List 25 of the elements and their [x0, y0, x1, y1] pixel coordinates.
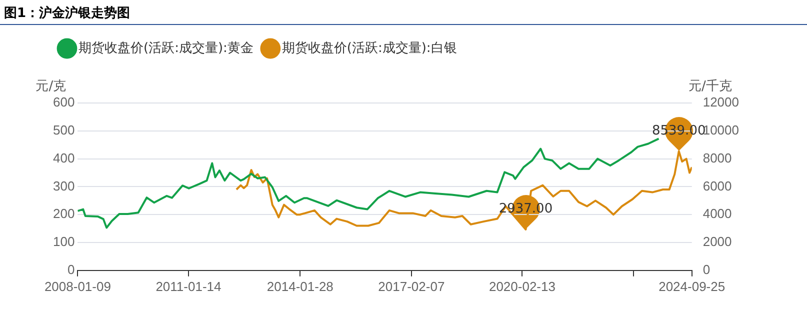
- y-tick-label: 300: [52, 178, 75, 194]
- y2-tick-label: 10000: [702, 122, 740, 138]
- y-tick-label: 0: [67, 262, 75, 277]
- y2-tick-label: 6000: [702, 178, 732, 194]
- y2-tick-label: 8000: [702, 150, 732, 166]
- chart-title: 图1：沪金沪银走势图: [4, 4, 130, 22]
- y-tick-label: 100: [52, 234, 75, 250]
- legend-label: 期货收盘价(活跃:成交量):黄金: [78, 40, 254, 56]
- y-tick-label: 400: [52, 150, 75, 166]
- x-tick-label: 2008-01-09: [44, 278, 111, 294]
- x-tick-label: 2017-02-07: [378, 278, 445, 294]
- y2-axis-title: 元/千克: [688, 78, 732, 94]
- y-axis-title: 元/克: [36, 78, 66, 94]
- x-tick-label: 2011-01-14: [156, 278, 222, 294]
- y-tick-label: 600: [52, 94, 75, 110]
- y2-tick-label: 2000: [702, 234, 732, 250]
- y2-tick-label: 4000: [702, 206, 732, 222]
- x-tick-label: 2020-02-13: [488, 278, 556, 294]
- y-tick-label: 500: [52, 122, 75, 138]
- legend-label: 期货收盘价(活跃:成交量):白银: [282, 40, 457, 56]
- y2-tick-label: 12000: [702, 94, 740, 110]
- y-tick-label: 200: [52, 206, 75, 222]
- y2-tick-label: 0: [702, 262, 710, 277]
- x-tick-label: 2014-01-28: [266, 278, 334, 294]
- x-tick-label: 2024-09-25: [658, 278, 726, 294]
